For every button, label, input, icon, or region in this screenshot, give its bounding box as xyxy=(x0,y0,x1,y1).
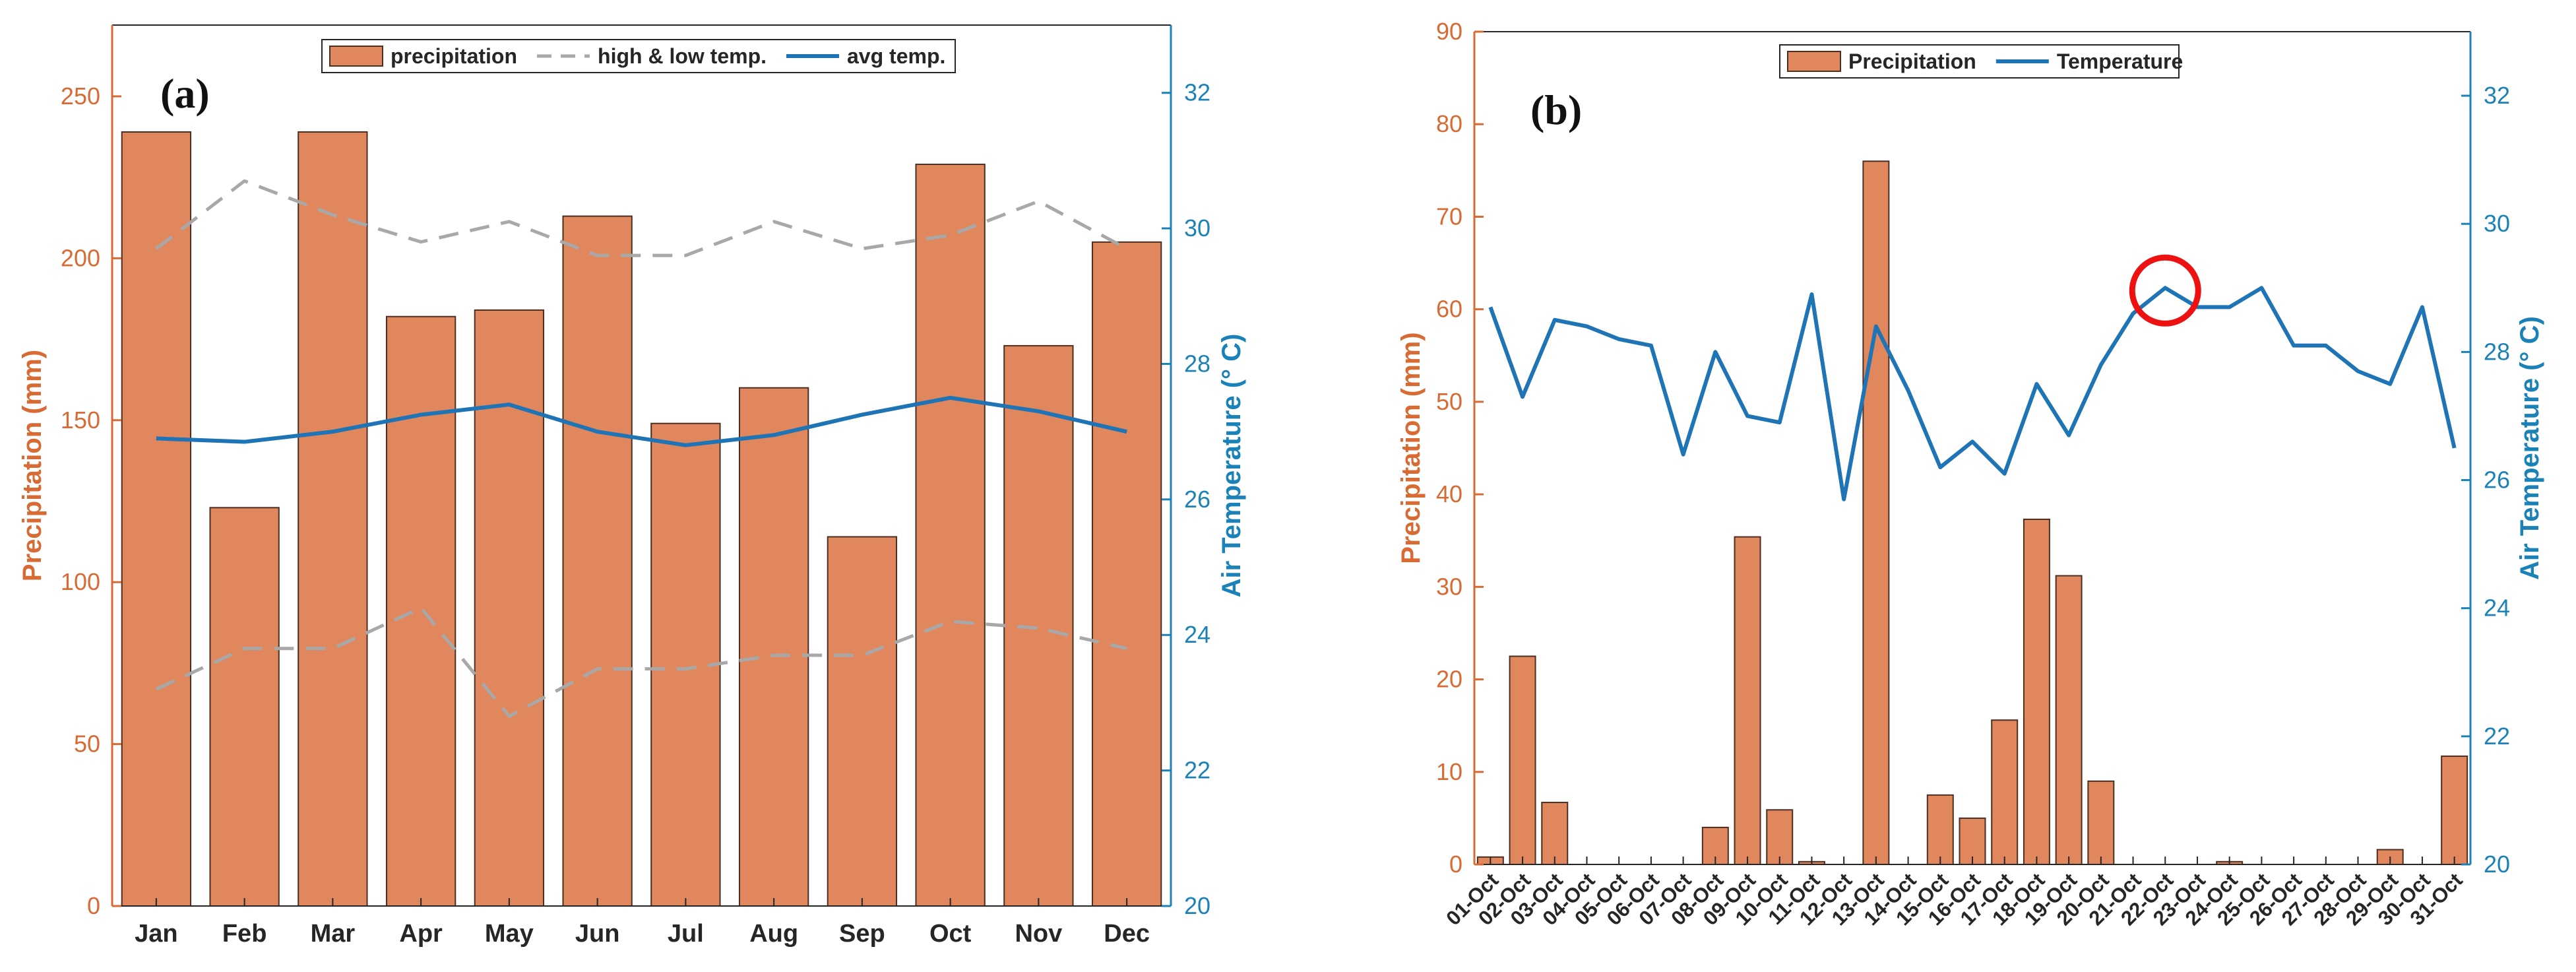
bar-precipitation-31-oct xyxy=(2441,755,2468,865)
legend-swatch-precipitation xyxy=(329,46,383,67)
x-tick-label: Jul xyxy=(668,920,704,948)
legend-label: avg temp. xyxy=(847,44,945,68)
x-tick-label: May xyxy=(485,920,534,948)
line-temperature-0 xyxy=(1488,286,2457,502)
line-high-low-temp-low-1 xyxy=(155,606,1127,718)
left-tick-label: 200 xyxy=(61,244,100,271)
right-tick-label: 26 xyxy=(2484,467,2510,494)
bar-precipitation-nov xyxy=(1003,344,1074,907)
bar-precipitation-15-oct xyxy=(1926,794,1954,866)
bar-precipitation-03-oct xyxy=(1541,802,1569,866)
bar-precipitation-feb xyxy=(209,507,280,907)
right-tick-label: 22 xyxy=(1184,757,1210,784)
x-tick-label: Mar xyxy=(311,920,356,948)
bar-precipitation-02-oct xyxy=(1509,655,1536,865)
legend-swatch-precipitation xyxy=(1787,51,1841,72)
bar-precipitation-18-oct xyxy=(2023,518,2050,865)
x-tick-label: Oct xyxy=(929,920,972,948)
bar-precipitation-17-oct xyxy=(1991,719,2019,865)
right-tick-label: 20 xyxy=(2484,851,2510,878)
bar-precipitation-dec xyxy=(1091,241,1162,907)
bar-precipitation-may xyxy=(474,309,545,907)
left-tick-label: 30 xyxy=(1436,573,1462,600)
right-tick-label: 28 xyxy=(2484,338,2510,365)
bar-precipitation-19-oct xyxy=(2055,575,2083,865)
x-tick-label: Apr xyxy=(399,920,443,948)
legend: precipitation high & low temp. avg temp. xyxy=(321,39,956,73)
legend-label: Temperature xyxy=(2057,49,2183,73)
left-tick-label: 70 xyxy=(1436,203,1462,230)
x-tick-label: Feb xyxy=(222,920,267,948)
bar-precipitation-sep xyxy=(827,536,898,907)
legend-box xyxy=(321,39,956,73)
x-tick-label: Dec xyxy=(1104,920,1150,948)
bar-precipitation-apr xyxy=(385,315,456,907)
left-tick-label: 10 xyxy=(1436,758,1462,785)
right-tick-label: 28 xyxy=(1184,350,1210,377)
left-tick-label: 50 xyxy=(74,730,100,758)
x-tick-label: Aug xyxy=(749,920,798,948)
bar-precipitation-aug xyxy=(738,387,809,907)
left-tick-label: 0 xyxy=(1449,851,1462,878)
x-tick-label: Jan xyxy=(135,920,177,948)
bar-precipitation-jun xyxy=(562,215,633,907)
right-tick-label: 32 xyxy=(1184,79,1210,106)
highlight-circle xyxy=(2129,254,2201,327)
bar-precipitation-13-oct xyxy=(1862,160,1890,865)
left-tick-label: 100 xyxy=(61,568,100,595)
panel-label: (a) xyxy=(160,70,210,117)
legend-label: high & low temp. xyxy=(598,44,767,68)
y-axis-title-right: Air Temperature (° C) xyxy=(1217,334,1246,598)
left-tick-label: 0 xyxy=(87,892,100,919)
line-avg-temp-2 xyxy=(156,395,1127,447)
panel-label: (b) xyxy=(1530,86,1582,133)
left-tick-label: 80 xyxy=(1436,110,1462,137)
right-tick-label: 30 xyxy=(1184,214,1210,242)
bar-precipitation-jan xyxy=(121,131,192,907)
x-tick-label: Nov xyxy=(1015,920,1062,948)
legend-label: precipitation xyxy=(391,44,517,68)
right-tick-label: 24 xyxy=(2484,595,2510,622)
line-high-low-temp-0 xyxy=(155,179,1128,257)
left-tick-label: 40 xyxy=(1436,480,1462,507)
bar-precipitation-mar xyxy=(298,131,368,907)
x-tick-label: Sep xyxy=(839,920,885,948)
bar-precipitation-09-oct xyxy=(1734,536,1761,865)
panel-b-chart: 01020304050607080902022242628303201-Oct0… xyxy=(1397,18,2544,930)
bar-precipitation-10-oct xyxy=(1766,809,1794,866)
left-tick-label: 250 xyxy=(61,82,100,110)
left-tick-label: 20 xyxy=(1436,666,1462,693)
y-axis-title-left: Precipitation (mm) xyxy=(1397,332,1426,564)
left-tick-label: 150 xyxy=(61,406,100,434)
left-tick-label: 50 xyxy=(1436,388,1462,415)
panel-a-chart: 0 50 100 150 200 250 20 22 24 26 28 30 32 Jan Feb Mar Ap… xyxy=(18,24,1246,948)
legend: Precipitation Temperature xyxy=(1779,44,2183,79)
right-tick-label: 26 xyxy=(1184,486,1210,513)
right-tick-label: 20 xyxy=(1184,892,1210,919)
x-tick-label: Jun xyxy=(575,920,620,948)
legend-box xyxy=(1779,44,2180,79)
right-tick-label: 24 xyxy=(1184,621,1210,648)
legend-label: Precipitation xyxy=(1848,49,1976,73)
right-tick-label: 22 xyxy=(2484,723,2510,750)
bar-precipitation-oct xyxy=(915,164,986,907)
right-tick-label: 30 xyxy=(2484,210,2510,237)
right-tick-label: 32 xyxy=(2484,82,2510,109)
bar-precipitation-20-oct xyxy=(2087,780,2115,866)
y-axis-title-right: Air Temperature (° C) xyxy=(2515,316,2544,580)
y-axis-title-left: Precipitation (mm) xyxy=(18,350,47,581)
left-tick-label: 60 xyxy=(1436,296,1462,323)
left-tick-label: 90 xyxy=(1436,18,1462,45)
